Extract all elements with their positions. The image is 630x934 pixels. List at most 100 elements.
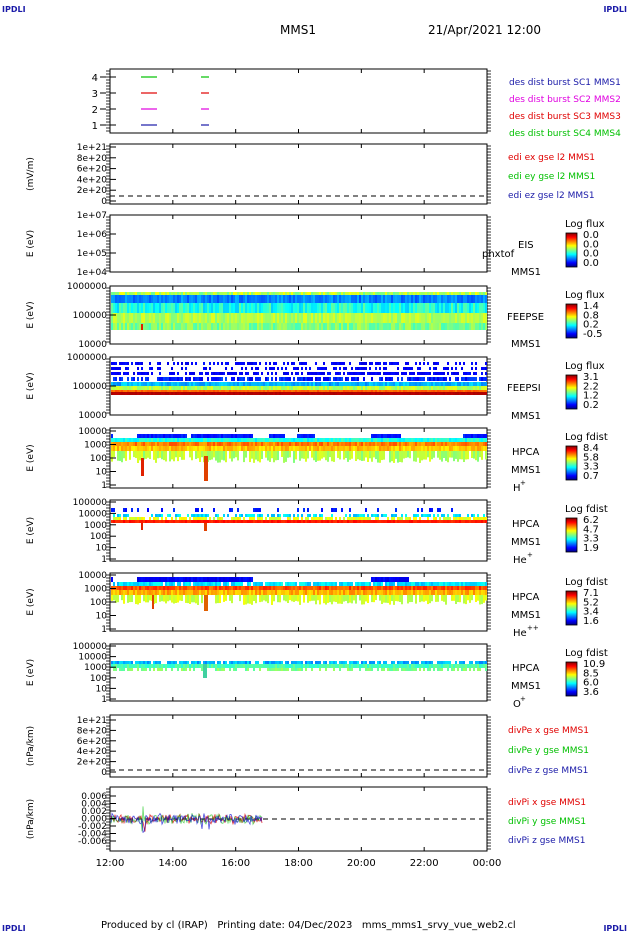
spectrogram-cell (119, 661, 121, 664)
spectrogram-cell (181, 664, 183, 668)
spectrogram-cell (453, 392, 455, 395)
spectrogram-cell (349, 313, 351, 323)
spectrogram-cell (339, 590, 341, 595)
spectrogram-cell (413, 451, 415, 462)
spectrogram-cell (129, 386, 131, 390)
spectrogram-cell (357, 517, 359, 520)
spectrogram-cell (115, 595, 117, 603)
spectrogram-cell (255, 390, 257, 392)
spectrogram-cell (447, 514, 449, 517)
spectrogram-cell (421, 377, 423, 381)
spectrogram-cell (333, 313, 335, 323)
spectrogram-cell (179, 323, 181, 330)
spectrogram-cell (459, 438, 461, 442)
spectrogram-cell (413, 313, 415, 323)
spectrogram-cell (215, 514, 217, 517)
instrument-label: HPCA (512, 592, 540, 603)
spectrogram-cell (117, 392, 119, 395)
spectrogram-cell (295, 390, 297, 392)
spectrogram-cell (195, 442, 197, 446)
spectrogram-cell (169, 390, 171, 392)
spectrogram-cell (157, 323, 159, 330)
spectrogram-cell (437, 586, 439, 590)
spectrogram-cell (299, 451, 301, 461)
spectrogram-cell (219, 582, 221, 586)
spectrogram-cell (133, 590, 135, 595)
spectrogram-cell (185, 577, 187, 582)
spectrogram-cell (145, 313, 147, 323)
spectrogram-cell (161, 323, 163, 330)
spectrogram-cell (231, 390, 233, 392)
spectrogram-cell (253, 292, 255, 295)
spectrogram-cell (207, 590, 209, 595)
spectrogram-cell (207, 446, 209, 451)
spectrogram-cell (457, 377, 459, 381)
spectrogram-cell (193, 517, 195, 520)
spectrogram-cell (401, 377, 403, 381)
spectrogram-cell (111, 438, 113, 442)
spectrogram-cell (351, 390, 353, 392)
spectrogram-cell (301, 372, 303, 375)
spectrogram-cell (263, 595, 265, 601)
spectrogram-cell (415, 520, 417, 523)
spectrogram-cell (317, 590, 319, 595)
spectrogram-cell (163, 377, 165, 381)
spectrogram-cell (257, 382, 259, 386)
spectrogram-cell (449, 377, 451, 381)
spectrogram-cell (453, 517, 455, 520)
spectrogram-cell (187, 292, 189, 295)
spectrogram-cell (141, 303, 143, 313)
spectrogram-cell (429, 595, 431, 604)
spectrogram-cell (379, 451, 381, 463)
colorbar-tick-label: 5.8 (583, 452, 599, 463)
y-tick-label: 0 (101, 197, 107, 207)
spectrogram-cell (165, 590, 167, 595)
spectrogram-cell (155, 451, 157, 463)
spectrogram-cell (203, 390, 205, 392)
spectrogram-cell (119, 392, 121, 395)
spectrogram-cell (329, 382, 331, 386)
spectrogram-cell (443, 292, 445, 295)
spectrogram-cell (195, 292, 197, 295)
spectrogram-cell (175, 313, 177, 323)
spectrogram-cell (431, 382, 433, 386)
spectrogram-cell (337, 292, 339, 295)
spectrogram-cell (187, 362, 189, 365)
spectrogram-cell (317, 442, 319, 446)
spectrogram-cell (365, 292, 367, 295)
spectrogram-cell (485, 520, 487, 523)
spectrogram-cell (139, 382, 141, 386)
spectrogram-cell (257, 377, 259, 381)
spectrogram-cell (131, 295, 133, 303)
spectrogram-cell (399, 438, 401, 442)
spectrogram-cell (179, 661, 181, 664)
spectrogram-cell (229, 508, 231, 512)
spectrogram-cell (413, 382, 415, 386)
spectrogram-cell (477, 446, 479, 451)
spectrogram-cell (225, 362, 227, 365)
spectrogram-cell (485, 434, 487, 438)
spectrogram-cell (331, 582, 333, 586)
spectrogram-cell (215, 520, 217, 523)
spectrogram-cell (223, 590, 225, 595)
spectrogram-cell (421, 323, 423, 330)
spectrogram-cell (207, 313, 209, 323)
corner-label-top-right: IPDLI (603, 5, 627, 14)
spectrogram-cell (119, 303, 121, 313)
spectrogram-cell (219, 313, 221, 323)
spectrogram-cell (265, 520, 267, 523)
spectrogram-cell (313, 514, 315, 517)
spectrogram-cell (331, 382, 333, 386)
spectrogram-cell (163, 392, 165, 395)
spectrogram-cell (367, 323, 369, 330)
spectrogram-cell (263, 392, 265, 395)
spectrogram-cell (337, 295, 339, 303)
spectrogram-cell (343, 303, 345, 313)
spectrogram-cell (465, 392, 467, 395)
spectrogram-cell (235, 517, 237, 520)
spectrogram-cell (197, 586, 199, 590)
spectrogram-cell (253, 313, 255, 323)
spectrogram-cell (201, 590, 203, 595)
spectrogram-cell (315, 517, 317, 520)
spectrogram-cell (471, 438, 473, 442)
